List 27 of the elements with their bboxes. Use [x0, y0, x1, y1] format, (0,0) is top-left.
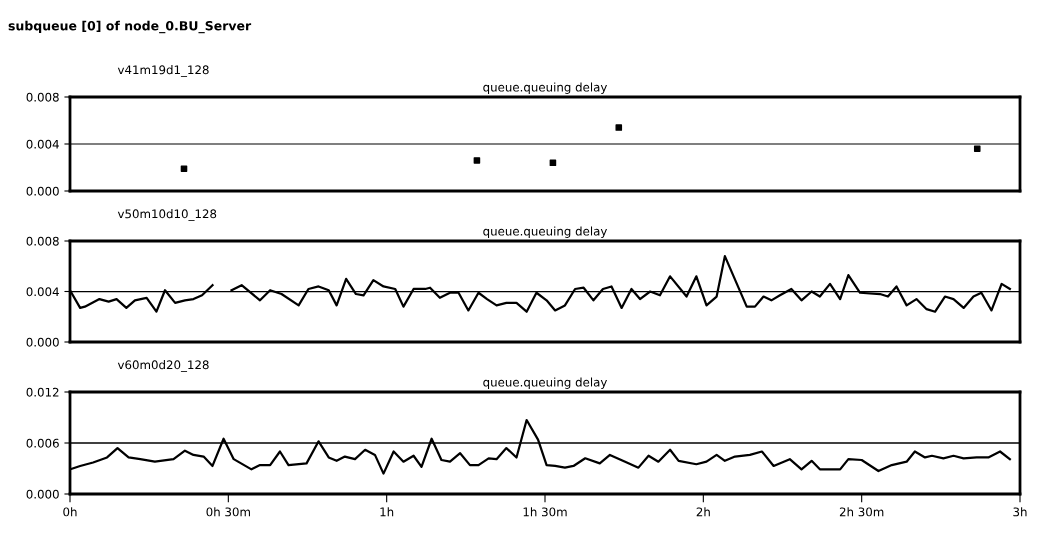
- chart-subtitle: v41m19d1_128: [117, 65, 209, 77]
- point: [973, 145, 981, 152]
- x-tick-label: 2h 30m: [839, 507, 884, 517]
- y-tick-label: 0.000: [26, 489, 59, 499]
- chart-title: queue.queuing delay: [483, 82, 608, 94]
- x-tick-label: 3h: [1013, 507, 1027, 517]
- y-tick-label: 0.000: [26, 186, 59, 196]
- y-tick-label: 0.000: [26, 337, 59, 347]
- y-tick-label: 0.008: [26, 92, 59, 102]
- chart-title: queue.queuing delay: [483, 226, 608, 238]
- x-tick-label: 1h: [380, 507, 394, 517]
- text: subqueue [0] of node_0.BU_Server: [8, 20, 252, 34]
- x-tick-label: 0h 30m: [206, 507, 250, 517]
- y-tick-label: 0.012: [26, 387, 59, 397]
- x-tick-label: 2h: [696, 507, 710, 517]
- x-tick-label: 0h: [63, 507, 77, 517]
- point: [180, 165, 188, 172]
- y-tick-label: 0.004: [26, 139, 59, 149]
- point: [615, 124, 623, 131]
- x-tick-label: 1h 30m: [523, 507, 567, 517]
- chart-subtitle: v50m10d10_128: [117, 209, 217, 221]
- y-tick-label: 0.004: [26, 287, 59, 297]
- y-tick-label: 0.008: [26, 236, 59, 246]
- chart-title: queue.queuing delay: [483, 377, 608, 389]
- y-tick-label: 0.006: [26, 438, 59, 448]
- chart-subtitle: v60m0d20_128: [117, 360, 209, 372]
- point: [473, 157, 481, 164]
